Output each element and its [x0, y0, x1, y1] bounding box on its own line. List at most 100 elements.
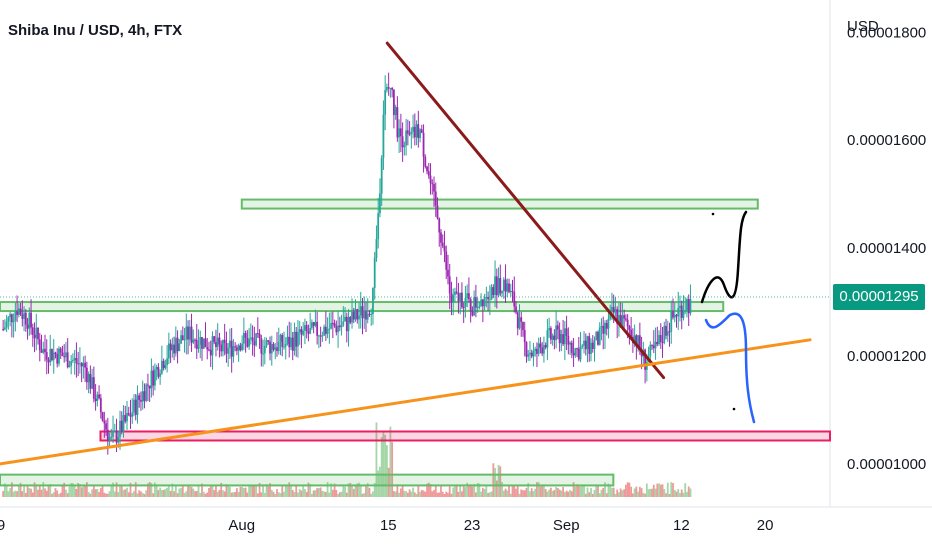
- candle-body: [379, 193, 381, 214]
- volume-bar: [58, 493, 60, 497]
- volume-bar: [16, 491, 18, 497]
- candle-body: [447, 269, 449, 277]
- candle-body: [215, 342, 217, 348]
- volume-bar: [194, 491, 196, 497]
- candle-body: [511, 290, 514, 292]
- candle-body: [265, 340, 268, 346]
- volume-bar: [68, 486, 71, 497]
- candle-body: [450, 293, 453, 303]
- candle-body: [248, 338, 251, 347]
- candle-body: [192, 339, 195, 343]
- volume-bar: [330, 483, 332, 497]
- volume-bar: [335, 490, 338, 497]
- volume-bar: [249, 486, 252, 497]
- volume-bar: [215, 484, 217, 497]
- volume-bar: [654, 488, 657, 497]
- volume-bar: [222, 490, 224, 497]
- volume-bar: [291, 489, 294, 497]
- candle-body: [262, 353, 264, 355]
- candle-body: [183, 339, 186, 341]
- volume-bar: [283, 491, 285, 497]
- candle-body: [28, 312, 31, 329]
- volume-bar: [235, 488, 238, 497]
- candle-body: [572, 352, 575, 356]
- volume-bar: [506, 490, 509, 497]
- candle-body: [108, 437, 111, 441]
- candle-body: [389, 88, 392, 90]
- candle-body: [476, 306, 479, 308]
- candle-body: [141, 391, 144, 402]
- candle-body: [145, 384, 148, 401]
- volume-bar: [644, 493, 646, 497]
- candle-body: [82, 362, 85, 367]
- uptrend-line: [0, 338, 812, 466]
- candle-body: [14, 311, 17, 321]
- candle-body: [438, 218, 441, 233]
- volume-bar: [391, 442, 394, 497]
- price-tick-label: 0.00001400: [847, 240, 926, 257]
- candle-body: [232, 346, 235, 357]
- candle-body: [204, 338, 207, 348]
- volume-bar: [192, 488, 195, 497]
- candle-body: [673, 314, 676, 318]
- volume-bar: [66, 493, 69, 497]
- volume-bar: [45, 490, 48, 497]
- volume-bar: [424, 491, 427, 497]
- candle-body: [527, 354, 530, 357]
- volume-bar: [344, 486, 346, 497]
- volume-bar: [586, 487, 589, 497]
- candle-body: [328, 328, 331, 330]
- volume-bar: [262, 484, 264, 497]
- candle-body: [176, 337, 179, 352]
- candle-body: [330, 323, 332, 329]
- price-axis[interactable]: 0.00001800 0.00001600 0.00001400 0.00001200…: [847, 24, 926, 472]
- volume-bar: [269, 483, 271, 497]
- volume-bar: [305, 491, 308, 497]
- candle-body: [413, 126, 416, 138]
- volume-bar: [204, 493, 207, 497]
- candle-body: [127, 413, 130, 415]
- candle-body: [680, 305, 683, 318]
- candle-body: [591, 342, 594, 349]
- candle-body: [391, 88, 394, 90]
- candle-body: [311, 322, 313, 328]
- candle-body: [628, 326, 631, 330]
- time-axis[interactable]: 9 Aug 15 23 Sep 12 20: [0, 517, 773, 534]
- candle-body: [126, 413, 128, 422]
- candle-body: [298, 329, 301, 332]
- volume-bar: [485, 486, 488, 497]
- candle-body: [317, 335, 320, 337]
- candle-body: [89, 373, 92, 389]
- candle-body: [649, 344, 652, 356]
- volume-bar: [311, 493, 313, 497]
- volume-bar: [448, 486, 451, 497]
- candle-body: [471, 311, 474, 316]
- volume-bar: [232, 492, 235, 497]
- candle-body: [607, 318, 610, 329]
- volume-bar: [478, 483, 481, 497]
- candle-body: [675, 314, 678, 317]
- candle-body: [530, 352, 533, 357]
- trendlines: [0, 41, 812, 466]
- candle-body: [516, 312, 519, 329]
- volume-bar: [44, 488, 46, 497]
- candle-body: [202, 338, 205, 349]
- volume-bar: [297, 492, 299, 497]
- candle-body: [365, 311, 367, 320]
- volume-bar: [645, 483, 648, 497]
- candle-body: [457, 293, 460, 302]
- volume-bar: [208, 488, 210, 497]
- candle-body: [103, 420, 106, 424]
- volume-bar: [565, 490, 568, 497]
- candle-body: [581, 345, 584, 347]
- volume-bar: [333, 483, 336, 497]
- volume-bar: [35, 486, 38, 497]
- candle-body: [555, 325, 558, 341]
- candle-body: [480, 299, 483, 307]
- volume-bar: [527, 483, 530, 497]
- candle-body: [492, 287, 495, 295]
- volume-bar: [248, 484, 251, 497]
- candle-body: [244, 332, 247, 338]
- volume-bar: [87, 491, 90, 497]
